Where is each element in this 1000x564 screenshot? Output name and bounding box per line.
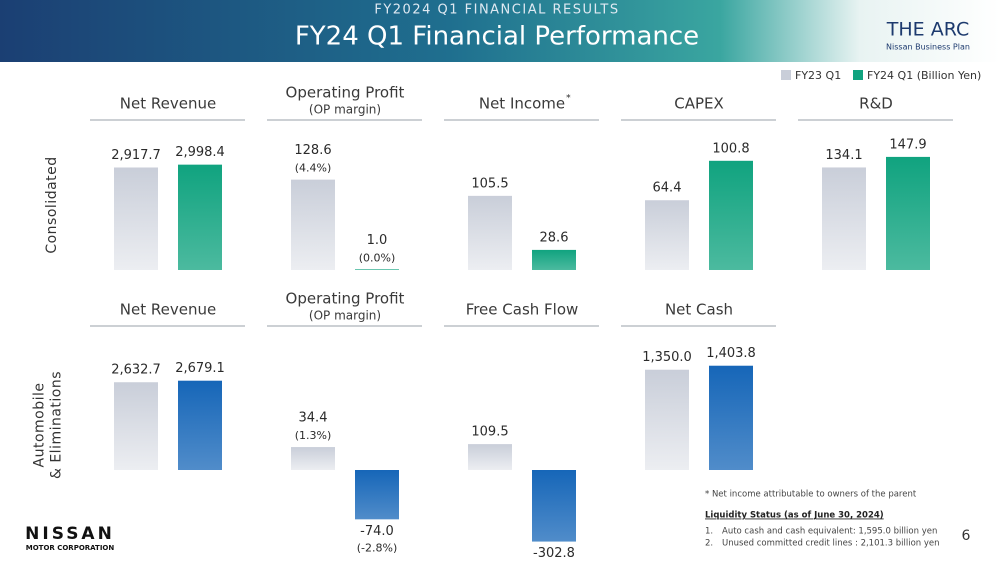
bar <box>468 444 512 470</box>
row-label: & Eliminations <box>49 371 65 479</box>
liquidity-num: 1. <box>705 527 713 537</box>
value-label: 128.6 <box>294 143 331 158</box>
logo: THE ARC <box>886 19 969 41</box>
chart-title: R&D <box>859 95 893 113</box>
bar <box>178 380 222 470</box>
header-subtitle: FY2024 Q1 FINANCIAL RESULTS <box>374 3 619 18</box>
chart-title: Net Cash <box>665 301 733 319</box>
row-label: Automobile <box>32 383 48 468</box>
liquidity-item: Unused committed credit lines : 2,101.3 … <box>722 539 940 549</box>
footnote: * Net income attributable to owners of t… <box>705 490 917 500</box>
value-label: 2,679.1 <box>175 361 225 376</box>
chart-title: Free Cash Flow <box>466 301 579 319</box>
chart-title: CAPEX <box>674 95 724 113</box>
chart-title: Net Revenue <box>120 95 216 113</box>
value-label: 1.0 <box>367 233 388 248</box>
value-label: 134.1 <box>825 148 862 163</box>
value-label: 2,632.7 <box>111 363 161 378</box>
liquidity-item: Auto cash and cash equivalent: 1,595.0 b… <box>722 527 937 537</box>
legend-label: FY24 Q1 (Billion Yen) <box>867 69 981 82</box>
bar <box>645 369 689 470</box>
bar <box>822 167 866 270</box>
brand: NISSAN <box>25 524 115 544</box>
value-label: 34.4 <box>299 411 328 426</box>
value-label: -302.8 <box>533 546 575 560</box>
value-label: -74.0 <box>360 524 394 539</box>
header-band <box>0 0 1000 62</box>
page-number: 6 <box>962 528 971 544</box>
liquidity-title: Liquidity Status (as of June 30, 2024) <box>705 511 884 521</box>
bar <box>291 447 335 470</box>
value-label: 64.4 <box>653 181 682 196</box>
value-label: 28.6 <box>540 230 569 245</box>
value-label: 1,403.8 <box>706 346 756 361</box>
margin-label: (0.0%) <box>359 251 396 264</box>
value-label: 105.5 <box>471 176 508 191</box>
bar <box>114 382 158 470</box>
margin-label: (-2.8%) <box>357 541 398 554</box>
bar <box>645 200 689 270</box>
bar <box>709 365 753 470</box>
logo-sub: Nissan Business Plan <box>886 43 970 52</box>
chart-title: Operating Profit <box>286 84 405 102</box>
legend-swatch <box>781 70 791 80</box>
bar <box>178 164 222 270</box>
bar <box>532 249 576 270</box>
bar <box>886 156 930 270</box>
margin-label: (4.4%) <box>295 162 332 175</box>
liquidity-num: 2. <box>705 539 713 549</box>
bar <box>355 269 399 270</box>
value-label: 2,998.4 <box>175 145 225 160</box>
value-label: 1,350.0 <box>642 350 692 365</box>
chart-title: Net Revenue <box>120 301 216 319</box>
margin-label: (1.3%) <box>295 429 332 442</box>
legend-label: FY23 Q1 <box>795 69 841 82</box>
legend-swatch <box>853 70 863 80</box>
bar <box>355 470 399 520</box>
bar <box>114 167 158 270</box>
bar <box>532 470 576 542</box>
header-title: FY24 Q1 Financial Performance <box>295 22 699 52</box>
row-label: Consolidated <box>44 156 60 253</box>
brand-sub: MOTOR CORPORATION <box>26 544 115 552</box>
value-label: 109.5 <box>471 425 508 440</box>
value-label: 100.8 <box>712 141 749 156</box>
value-label: 2,917.7 <box>111 148 161 163</box>
chart-title: Operating Profit <box>286 290 405 308</box>
title-mark: * <box>566 94 571 104</box>
value-label: 147.9 <box>889 137 926 152</box>
chart-subtitle: (OP margin) <box>309 309 381 323</box>
chart-subtitle: (OP margin) <box>309 103 381 117</box>
chart-title: Net Income <box>479 95 565 113</box>
bar <box>291 179 335 270</box>
bar <box>468 195 512 270</box>
bar <box>709 160 753 270</box>
